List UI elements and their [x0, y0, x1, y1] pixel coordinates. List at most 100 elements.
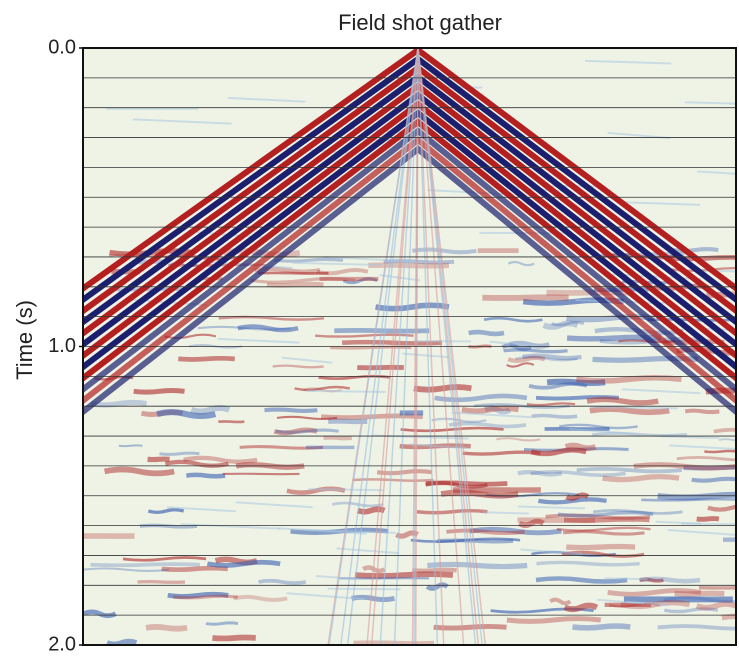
noise-stripe — [173, 594, 238, 600]
noise-stripe — [416, 508, 488, 515]
noise-stripe — [639, 576, 701, 584]
noise-stripe — [235, 501, 313, 509]
noise-stripe — [156, 409, 217, 420]
noise-stripe — [506, 362, 535, 368]
noise-stripe — [103, 466, 175, 477]
noise-stripe — [461, 405, 520, 414]
noise-stripe — [612, 273, 702, 281]
noise-stripe — [90, 562, 200, 568]
y-tick-label: 1.0 — [48, 335, 76, 357]
noise-stripe — [90, 399, 148, 408]
noise-stripe — [566, 314, 655, 323]
noise-stripe — [250, 277, 356, 284]
noise-stripe — [589, 406, 670, 416]
noise-stripe — [515, 356, 578, 362]
noise-stripe — [655, 520, 701, 525]
noise-stripe — [592, 431, 687, 437]
noise-stripe — [452, 411, 532, 419]
noise-stripe — [434, 393, 528, 403]
noise-stripe — [316, 267, 369, 276]
noise-stripe — [562, 529, 645, 536]
noise-stripe — [545, 513, 651, 520]
noise-stripe — [674, 590, 725, 597]
noise-stripe — [695, 601, 736, 611]
noise-stripe — [624, 201, 701, 206]
noise-stripe — [413, 384, 472, 393]
noise-stripe — [483, 316, 543, 323]
noise-stripe — [353, 640, 435, 645]
noise-stripe — [604, 577, 648, 581]
noise-stripe — [277, 527, 367, 535]
noise-stripe — [713, 427, 736, 434]
noise-stripe — [549, 597, 572, 606]
noise-stripe — [425, 480, 488, 489]
noise-stripe — [264, 407, 318, 413]
chart-title: Field shot gather — [338, 10, 502, 35]
noise-stripe — [180, 523, 281, 530]
noise-stripe — [183, 455, 258, 464]
noise-stripe — [275, 428, 339, 434]
noise-stripe — [294, 385, 351, 392]
noise-stripe — [308, 488, 385, 492]
noise-stripe — [266, 281, 324, 288]
noise-stripe — [503, 348, 568, 354]
noise-stripe — [482, 294, 569, 301]
noise-stripe — [237, 324, 299, 333]
noise-stripe — [586, 396, 659, 406]
noise-stripe — [145, 624, 188, 632]
noise-stripe — [468, 329, 505, 337]
noise-stripe — [178, 355, 235, 362]
noise-stripe — [133, 388, 185, 395]
noise-stripe — [661, 435, 720, 440]
y-tick-label: 0.0 — [48, 36, 76, 58]
noise-stripe — [546, 378, 606, 387]
noise-stripe — [323, 255, 420, 263]
noise-stripe — [664, 607, 719, 614]
noise-stripe — [721, 613, 736, 621]
y-tick-label: 2.0 — [48, 633, 76, 655]
noise-stripe — [233, 594, 288, 602]
noise-stripe — [531, 413, 578, 419]
noise-stripe — [273, 427, 318, 436]
noise-stripe — [217, 337, 300, 344]
noise-stripe — [559, 423, 638, 430]
noise-stripe — [274, 257, 344, 263]
noise-stripe — [147, 507, 185, 515]
noise-stripe — [698, 586, 736, 590]
noise-stripe — [483, 511, 529, 515]
noise-stripe — [569, 428, 636, 435]
noise-stripe — [707, 504, 736, 512]
noise-stripe — [507, 260, 535, 267]
noise-stripe — [520, 548, 583, 555]
noise-stripe — [167, 506, 236, 513]
noise-stripe — [354, 571, 454, 579]
noise-stripe — [446, 528, 525, 536]
noise-stripe — [106, 638, 138, 645]
noise-stripe — [536, 560, 640, 567]
noise-stripe — [576, 467, 682, 474]
noise-stripe — [572, 623, 631, 631]
noise-stripe — [667, 528, 736, 536]
noise-stripe — [218, 420, 245, 424]
noise-stripe — [557, 510, 654, 518]
noise-stripe — [597, 598, 645, 605]
noise-stripe — [197, 325, 292, 331]
noise-stripe — [671, 247, 719, 254]
noise-stripe — [164, 333, 217, 340]
noise-stripe — [683, 465, 736, 471]
noise-stripe — [351, 594, 395, 603]
noise-stripe — [122, 556, 207, 562]
noise-stripe — [697, 170, 736, 175]
noise-stripe — [607, 588, 702, 597]
y-axis-label: Time (s) — [12, 300, 37, 380]
noise-stripe — [537, 497, 607, 505]
noise-stripe — [186, 472, 226, 479]
noise-stripe — [206, 559, 281, 568]
noise-stripe — [83, 567, 170, 572]
noise-stripe — [239, 445, 324, 450]
noise-stripe — [292, 261, 383, 266]
noise-stripe — [706, 291, 736, 299]
noise-stripe — [427, 561, 528, 570]
noise-stripe — [190, 404, 231, 415]
